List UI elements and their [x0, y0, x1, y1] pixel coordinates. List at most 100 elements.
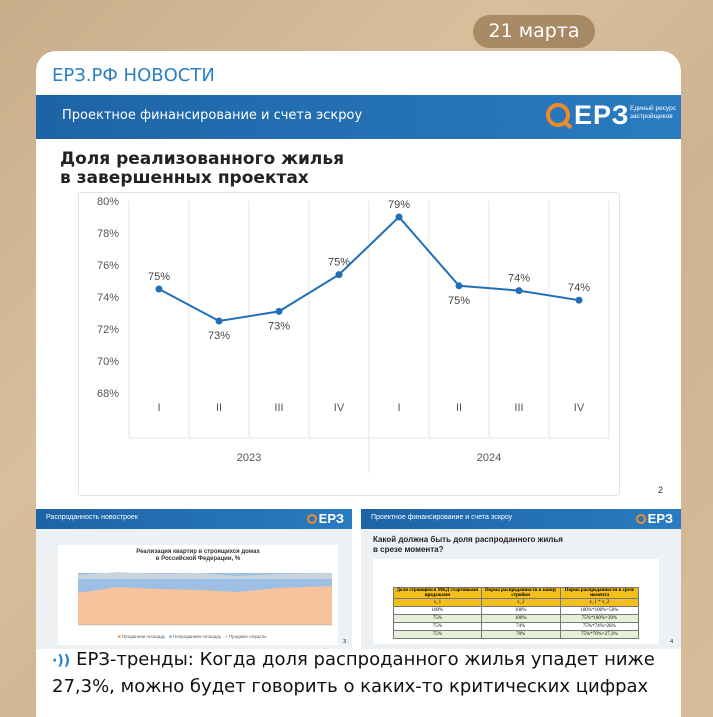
table-row: 75% 100% 75%*100%=39% [393, 614, 640, 623]
table-header-row: Доля строящихся МКД стартовыми продажами… [393, 587, 640, 599]
x-tick-label: I [157, 402, 160, 414]
data-point [575, 296, 583, 304]
chart-title: Доля реализованного жилья в завершенных … [60, 150, 344, 188]
thumb-chart-title: Реализация квартир в строящихся домах в … [58, 549, 338, 563]
thumb-card: Доля строящихся МКД стартовыми продажами… [373, 559, 659, 644]
stacked-area-chart [78, 572, 332, 626]
x-group-label: 2023 [237, 452, 261, 464]
table-cell: 75%*100%=39% [559, 614, 640, 623]
channel-name[interactable]: ЕРЗ.РФ НОВОСТИ [52, 65, 215, 86]
main-slide-image[interactable]: Проектное финансирование и счета эскроу … [36, 95, 681, 506]
x-tick-label: IV [334, 402, 345, 414]
x-tick-label: II [216, 402, 222, 414]
chart-title-line2: в завершенных проектах [60, 168, 309, 188]
legend-sold-marker: ■ [118, 634, 121, 639]
y-tick-label: 68% [97, 388, 119, 400]
thumb-card: Реализация квартир в строящихся домах в … [58, 545, 338, 645]
y-tick-label: 78% [97, 228, 119, 240]
table-cell: 75% [393, 630, 482, 639]
thumb-chart-title-1: Реализация квартир в строящихся домах [136, 549, 260, 555]
table-cell: 75%*74%=28% [559, 622, 640, 631]
y-tick-label: 70% [97, 356, 119, 368]
table-row: 75% 70% 75%*70%=27,3% [393, 630, 640, 639]
message-bubble: ЕРЗ.РФ НОВОСТИ Проектное финансирование … [36, 51, 681, 717]
date-badge: 21 марта [473, 15, 595, 48]
table-cell: 100% [480, 606, 561, 615]
x-tick-label: IV [574, 402, 585, 414]
logo-q-icon [546, 103, 570, 127]
thumb-logo: ЕРЗ [635, 511, 673, 526]
thumb-banner-title: Проектное финансирование и счета эскроу [371, 514, 513, 521]
data-point [515, 287, 523, 295]
thumb-question: Какой должна быть доля распроданного жил… [373, 535, 563, 555]
table-cell: 100% [480, 614, 561, 623]
legend-unsold-marker: ■ [168, 634, 172, 639]
logo-q-icon [306, 514, 317, 524]
table-cell: 75% [393, 614, 482, 623]
thumb-banner: Распроданность новостроек ЕРЗ [36, 509, 352, 529]
thumb-page-number: 4 [670, 639, 673, 645]
legend-open: Продажи открыты [228, 634, 267, 639]
thumb-question-1: Какой должна быть доля распроданного жил… [373, 535, 563, 544]
thumb-chart-title-2: в Российской Федерации, % [155, 556, 241, 562]
speaker-icon: ·)) [52, 653, 71, 669]
data-label: 75% [148, 271, 170, 283]
open-area [78, 572, 332, 579]
slide-banner: Проектное финансирование и счета эскроу … [36, 95, 681, 139]
table-cell: 75% [393, 622, 482, 631]
thumb-logo-text: ЕРЗ [647, 511, 673, 526]
x-group-label: 2024 [477, 452, 501, 464]
table-cell: 70% [480, 630, 561, 639]
table-cell: x_1 [393, 598, 482, 607]
x-tick-label: III [274, 402, 283, 414]
chart-frame: 80% 78% 76% 74% 72% 70% 68% I II III IV I II III IV 202… [78, 192, 620, 496]
message-text: ·)) ЕРЗ-тренды: Когда доля распроданного … [52, 647, 672, 699]
data-point [395, 213, 403, 221]
y-tick-label: 80% [97, 196, 119, 208]
data-point [275, 307, 283, 315]
y-tick-label: 72% [97, 324, 119, 336]
slide-banner-title: Проектное финансирование и счета эскроу [62, 108, 363, 123]
y-tick-label: 74% [97, 292, 119, 304]
data-label: 74% [508, 273, 530, 285]
table-cell: 100% [393, 606, 482, 615]
erz-logo: ЕРЗ Единый ресурс застройщиков [546, 100, 676, 134]
table-cell: 74% [480, 622, 561, 631]
y-tick-label: 76% [97, 260, 119, 272]
message-caption: ЕРЗ-тренды: Когда доля распроданного жил… [52, 649, 655, 697]
data-label: 73% [268, 320, 290, 332]
x-tick-label: I [397, 402, 400, 414]
table-header: Доля строящихся МКД стартовыми продажами [393, 587, 482, 599]
data-label: 74% [568, 282, 590, 294]
table-cell: x_2 [480, 598, 561, 607]
legend-sold: Проданная площадь [121, 634, 166, 639]
line-chart: 80%78%76%74%72%70%68%I II III IV I II III IV202… [97, 196, 610, 473]
table-row: 100% 100% 100%*100%=50% [393, 606, 640, 615]
legend-unsold: Непроданная площадь [172, 634, 222, 639]
thumb-logo-text: ЕРЗ [318, 511, 344, 526]
thumb-page-number: 3 [343, 639, 346, 645]
data-label: 75% [328, 257, 350, 269]
thumbnail-sales-table[interactable]: Проектное финансирование и счета эскроу … [361, 509, 681, 649]
thumbnail-sales-chart[interactable]: Распроданность новостроек ЕРЗ Реализация… [36, 509, 352, 649]
table-cell: x_1 * x_2 [559, 598, 640, 607]
slide-page-number: 2 [658, 485, 664, 495]
thumb-banner: Проектное финансирование и счета эскроу … [361, 509, 681, 529]
table-cell: 100%*100%=50% [559, 606, 640, 615]
logo-text: ЕРЗ [574, 100, 630, 130]
data-point [455, 282, 463, 290]
sold-area [78, 586, 332, 625]
thumb-legend: ■ Проданная площадь ■ Непроданная площад… [118, 634, 266, 639]
data-point [335, 271, 343, 279]
data-label: 79% [388, 199, 410, 211]
x-tick-label: II [456, 402, 462, 414]
logo-subtitle: Единый ресурс застройщиков [630, 105, 676, 120]
data-label: 73% [208, 330, 230, 342]
table-row: 75% 74% 75%*74%=28% [393, 622, 640, 631]
legend-open-marker: ■ [224, 634, 228, 639]
x-tick-label: III [514, 402, 523, 414]
series-line [158, 215, 580, 323]
norm-table: Доля строящихся МКД стартовыми продажами… [393, 587, 640, 639]
thumb-banner-title: Распроданность новостроек [46, 514, 138, 521]
thumb-question-2: в срезе момента? [373, 545, 444, 554]
